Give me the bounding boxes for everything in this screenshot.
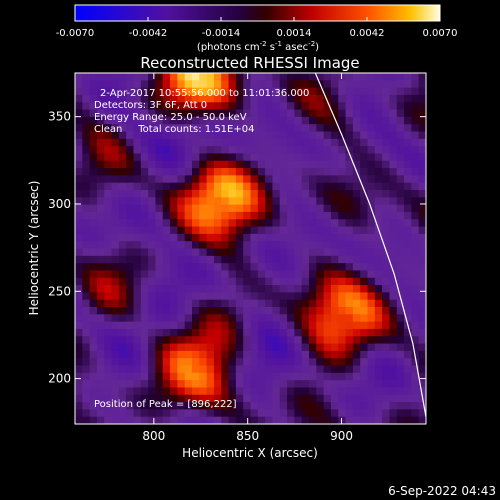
x-tick-label: 850: [236, 429, 259, 443]
solar-limb-arc: [314, 73, 426, 418]
colorbar-tick-label: 0.0042: [350, 28, 385, 39]
axis-ticks: 800 850 900 200 250 300 350: [48, 73, 426, 443]
chart-title: Reconstructed RHESSI Image: [140, 54, 359, 72]
info-energy-range: Energy Range: 25.0 - 50.0 keV: [94, 112, 247, 123]
colorbar-tick-label: -0.0042: [129, 28, 168, 39]
info-detectors: Detectors: 3F 6F, Att 0: [94, 100, 207, 111]
peak-position-label: Position of Peak = [896,222]: [94, 399, 237, 410]
y-tick-label: 200: [48, 372, 71, 386]
y-tick-label: 350: [48, 110, 71, 124]
y-axis-label: Heliocentric Y (arcsec): [27, 181, 41, 316]
colorbar-units-label: (photons cm-2 s-1 asec-2): [197, 40, 319, 53]
heatmap-image: [75, 73, 426, 424]
plot-timestamp: 6-Sep-2022 04:43: [388, 484, 496, 498]
colorbar-tick-label: 0.0014: [277, 28, 312, 39]
info-clean-counts: Clean Total counts: 1.51E+04: [94, 124, 254, 135]
plot-frame: [74, 72, 427, 425]
colorbar-tick-label: 0.0070: [423, 28, 458, 39]
y-tick-label: 250: [48, 284, 71, 298]
colorbar: [74, 4, 441, 22]
x-tick-label: 900: [330, 429, 353, 443]
colorbar-tick-label: -0.0070: [56, 28, 95, 39]
x-tick-label: 800: [142, 429, 165, 443]
colorbar-ticks: -0.0070 -0.0042 -0.0014 0.0014 0.0042 0.0070: [56, 17, 458, 39]
info-time-range: 2-Apr-2017 10:55:56.000 to 11:01:36.000: [100, 88, 309, 99]
y-tick-label: 300: [48, 197, 71, 211]
x-axis-label: Heliocentric X (arcsec): [182, 446, 318, 460]
colorbar-tick-label: -0.0014: [202, 28, 241, 39]
